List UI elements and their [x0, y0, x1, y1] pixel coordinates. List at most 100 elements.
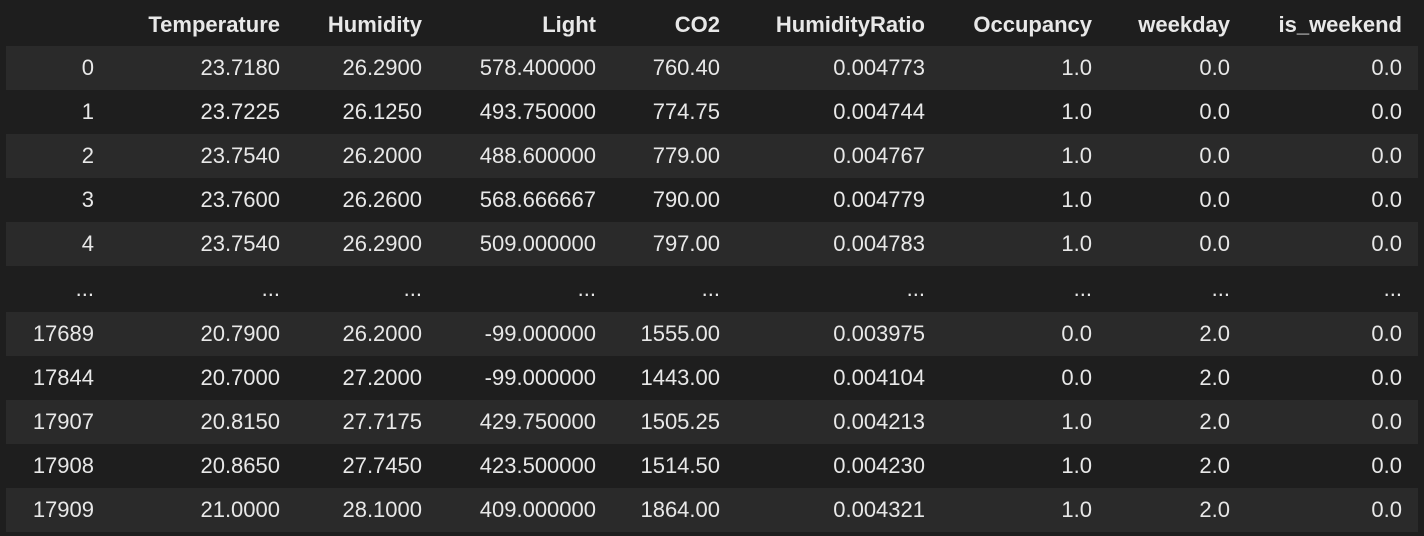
- table-cell: ...: [577, 276, 596, 301]
- table-row: 17908 20.8650 27.7450 423.500000 1514.50 0.00…: [6, 444, 1418, 488]
- table-cell: 1514.50: [640, 453, 720, 478]
- table-cell: 2.0: [1199, 409, 1230, 434]
- table-cell: 0.0: [1371, 365, 1402, 390]
- table-cell: ...: [1073, 276, 1092, 301]
- table-cell: 0.004767: [833, 143, 925, 168]
- table-cell: -99.000000: [484, 365, 596, 390]
- table-row: 1 23.7225 26.1250 493.750000 774.75 0.004744 1…: [6, 90, 1418, 134]
- table-row: 4 23.7540 26.2900 509.000000 797.00 0.004783 1…: [6, 222, 1418, 266]
- table-cell: 23.7540: [200, 231, 280, 256]
- table-cell: 0.004104: [833, 365, 925, 390]
- table-cell: 26.2900: [342, 55, 422, 80]
- table-cell: 0.0: [1199, 55, 1230, 80]
- table-cell: 409.000000: [479, 497, 596, 522]
- table-cell: ...: [1383, 276, 1402, 301]
- table-row: 0 23.7180 26.2900 578.400000 760.40 0.004773 1…: [6, 46, 1418, 90]
- table-row: 17689 20.7900 26.2000 -99.000000 1555.00 0.00…: [6, 312, 1418, 356]
- table-cell: ...: [701, 276, 720, 301]
- table-cell: ...: [403, 276, 422, 301]
- table-cell: 578.400000: [479, 55, 596, 80]
- table-cell: 2.0: [1199, 321, 1230, 346]
- row-index: 17908: [32, 453, 94, 478]
- table-cell: 20.8650: [200, 453, 280, 478]
- table-cell: 1443.00: [640, 365, 720, 390]
- table-cell: 27.2000: [342, 365, 422, 390]
- table-cell: 21.0000: [200, 497, 280, 522]
- header-row: Temperature Humidity Light CO2 HumidityR…: [6, 4, 1418, 46]
- table-cell: 0.0: [1371, 143, 1402, 168]
- table-cell: -99.000000: [484, 321, 596, 346]
- column-header-occupancy: Occupancy: [973, 12, 1092, 37]
- table-cell: 23.7180: [200, 55, 280, 80]
- table-cell: 0.003975: [833, 321, 925, 346]
- row-index: 4: [81, 231, 94, 256]
- table-cell: 790.00: [652, 187, 720, 212]
- index-header: [6, 4, 110, 46]
- table-cell: 23.7540: [200, 143, 280, 168]
- table-cell: 493.750000: [479, 99, 596, 124]
- table-cell: 423.500000: [479, 453, 596, 478]
- table-cell: 1864.00: [640, 497, 720, 522]
- table-cell: 20.8150: [200, 409, 280, 434]
- table-cell: 2.0: [1199, 365, 1230, 390]
- table-cell: 0.004213: [833, 409, 925, 434]
- table-cell: 0.0: [1199, 143, 1230, 168]
- row-index: 17907: [32, 409, 94, 434]
- table-cell: 0.004783: [833, 231, 925, 256]
- table-cell: 1.0: [1061, 55, 1092, 80]
- table-cell: ...: [261, 276, 280, 301]
- table-cell: 1.0: [1061, 187, 1092, 212]
- table-cell: 0.0: [1371, 99, 1402, 124]
- column-header-is-weekend: is_weekend: [1278, 12, 1402, 37]
- dataframe-table: Temperature Humidity Light CO2 HumidityR…: [6, 4, 1418, 532]
- table-cell: 26.2900: [342, 231, 422, 256]
- column-header-humidity: Humidity: [327, 12, 422, 37]
- row-index: 0: [81, 55, 94, 80]
- table-cell: 760.40: [652, 55, 720, 80]
- table-cell: 0.0: [1371, 187, 1402, 212]
- table-cell: 429.750000: [479, 409, 596, 434]
- column-header-humidity-ratio: HumidityRatio: [775, 12, 925, 37]
- table-cell: 1.0: [1061, 409, 1092, 434]
- column-header-weekday: weekday: [1138, 12, 1230, 37]
- table-cell: 0.0: [1061, 365, 1092, 390]
- row-index: 3: [81, 187, 94, 212]
- table-cell: 20.7900: [200, 321, 280, 346]
- table-cell: 0.0: [1199, 187, 1230, 212]
- table-cell: 0.004773: [833, 55, 925, 80]
- table-cell: 0.0: [1371, 231, 1402, 256]
- table-row: 17844 20.7000 27.2000 -99.000000 1443.00 0.00…: [6, 356, 1418, 400]
- table-cell: 1505.25: [640, 409, 720, 434]
- table-cell: 0.0: [1371, 453, 1402, 478]
- table-cell: 1.0: [1061, 231, 1092, 256]
- table-cell: 0.004230: [833, 453, 925, 478]
- table-cell: 774.75: [652, 99, 720, 124]
- table-cell: 488.600000: [479, 143, 596, 168]
- table-cell: 26.2000: [342, 321, 422, 346]
- table-cell: 23.7600: [200, 187, 280, 212]
- table-cell: 2.0: [1199, 453, 1230, 478]
- table-cell: 20.7000: [200, 365, 280, 390]
- table-cell: 568.666667: [479, 187, 596, 212]
- table-cell: 26.2000: [342, 143, 422, 168]
- row-index: 2: [81, 143, 94, 168]
- table-cell: 1.0: [1061, 143, 1092, 168]
- table-cell: 797.00: [652, 231, 720, 256]
- table-row: 2 23.7540 26.2000 488.600000 779.00 0.004767 1…: [6, 134, 1418, 178]
- table-cell: 779.00: [652, 143, 720, 168]
- table-row: 3 23.7600 26.2600 568.666667 790.00 0.004779 1…: [6, 178, 1418, 222]
- table-cell: 2.0: [1199, 497, 1230, 522]
- table-cell: ...: [906, 276, 925, 301]
- row-index: 1: [81, 99, 94, 124]
- table-body: 0 23.7180 26.2900 578.400000 760.40 0.004773 1…: [6, 46, 1418, 532]
- table-cell: 0.004744: [833, 99, 925, 124]
- table-cell: 0.004779: [833, 187, 925, 212]
- table-row: ...........................: [6, 266, 1418, 312]
- dataframe-output: Temperature Humidity Light CO2 HumidityR…: [6, 4, 1418, 532]
- column-header-light: Light: [542, 12, 596, 37]
- row-index: ...: [75, 276, 94, 301]
- column-header-temperature: Temperature: [148, 12, 280, 37]
- row-index: 17909: [32, 497, 94, 522]
- table-cell: 26.2600: [342, 187, 422, 212]
- column-header-co2: CO2: [674, 12, 720, 37]
